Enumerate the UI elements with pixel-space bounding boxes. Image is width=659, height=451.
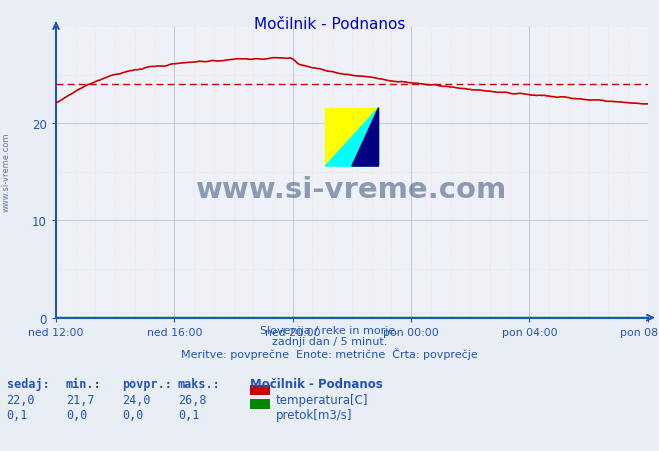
Text: Slovenija / reke in morje.: Slovenija / reke in morje. [260, 326, 399, 336]
Polygon shape [352, 109, 378, 167]
Text: Meritve: povprečne  Enote: metrične  Črta: povprečje: Meritve: povprečne Enote: metrične Črta:… [181, 347, 478, 359]
Text: Močilnik - Podnanos: Močilnik - Podnanos [250, 377, 383, 391]
Text: 0,1: 0,1 [7, 408, 28, 421]
Text: temperatura[C]: temperatura[C] [275, 393, 368, 406]
Text: zadnji dan / 5 minut.: zadnji dan / 5 minut. [272, 336, 387, 346]
Text: maks.:: maks.: [178, 377, 221, 391]
Text: povpr.:: povpr.: [122, 377, 172, 391]
Text: sedaj:: sedaj: [7, 377, 49, 391]
Text: 22,0: 22,0 [7, 393, 35, 406]
Polygon shape [326, 109, 378, 167]
Text: pretok[m3/s]: pretok[m3/s] [275, 408, 352, 421]
Text: 0,1: 0,1 [178, 408, 199, 421]
Text: 26,8: 26,8 [178, 393, 206, 406]
Text: 0,0: 0,0 [122, 408, 143, 421]
Text: 24,0: 24,0 [122, 393, 150, 406]
Text: 0,0: 0,0 [66, 408, 87, 421]
Text: Močilnik - Podnanos: Močilnik - Podnanos [254, 17, 405, 32]
Text: 21,7: 21,7 [66, 393, 94, 406]
Text: min.:: min.: [66, 377, 101, 391]
Text: www.si-vreme.com: www.si-vreme.com [196, 176, 507, 204]
Polygon shape [326, 109, 378, 167]
Text: www.si-vreme.com: www.si-vreme.com [2, 132, 11, 211]
